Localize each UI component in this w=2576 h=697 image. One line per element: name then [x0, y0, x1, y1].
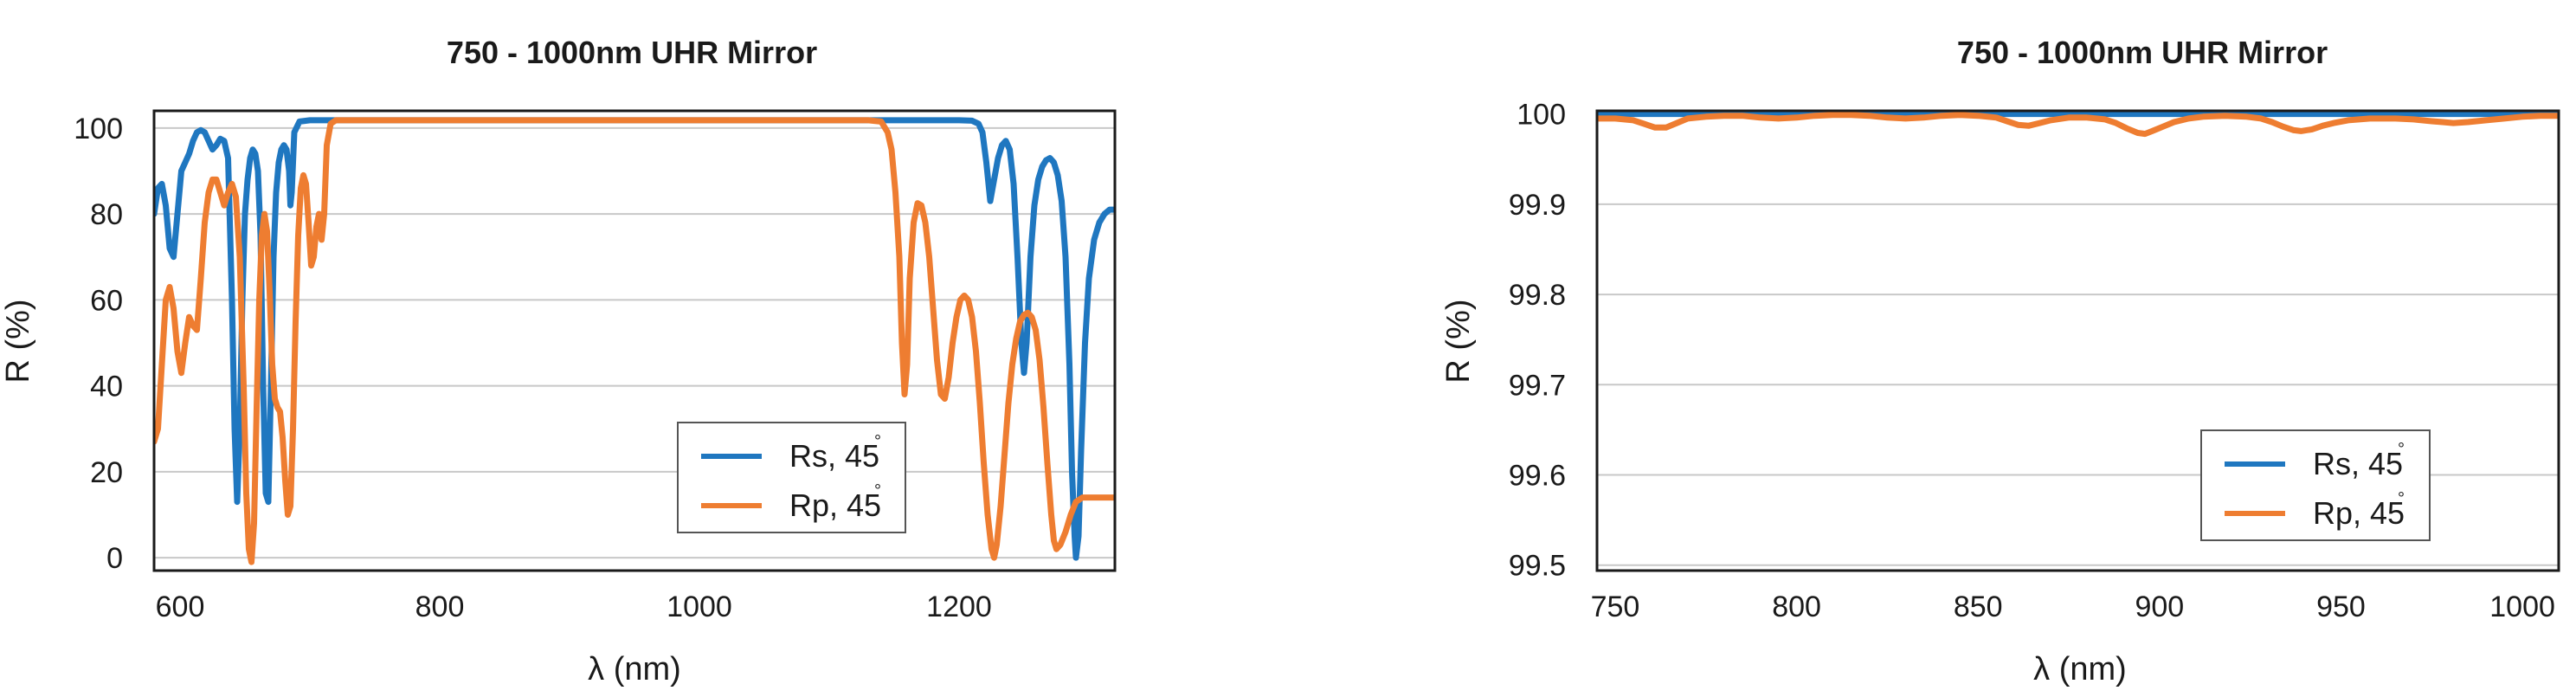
y-tick-labels: 0 20 40 60 80 100 — [74, 113, 123, 575]
y-tick-label: 60 — [90, 284, 123, 317]
x-tick-label: 800 — [1772, 591, 1821, 623]
y-tick-label: 99.8 — [1509, 279, 1566, 312]
series-line-rp — [154, 117, 1115, 565]
y-tick-label: 40 — [90, 371, 123, 403]
legend-box — [677, 422, 906, 533]
y-axis-label: R (%) — [0, 299, 36, 383]
x-tick-label: 800 — [415, 591, 465, 623]
legend: Rs, 45 ° Rp, 45 ° — [677, 422, 906, 533]
chart-title: 750 - 1000nm UHR Mirror — [1957, 35, 2328, 70]
plot-frame — [1595, 109, 2560, 572]
legend-box — [2200, 429, 2431, 541]
legend-label-rp: Rp, 45 — [2313, 495, 2405, 531]
legend-degree-rp: ° — [2398, 489, 2405, 508]
x-tick-label: 1200 — [926, 591, 992, 623]
chart-title: 750 - 1000nm UHR Mirror — [447, 35, 817, 70]
x-axis-label: λ (nm) — [588, 651, 681, 687]
y-tick-label: 20 — [90, 456, 123, 489]
x-tick-label: 900 — [2135, 591, 2184, 623]
x-tick-label: 1000 — [667, 591, 732, 623]
series-line-rp — [1597, 112, 2559, 138]
legend-label-rs: Rs, 45 — [789, 438, 879, 474]
x-tick-label: 1000 — [2489, 591, 2555, 623]
y-tick-label: 0 — [106, 542, 123, 575]
legend-label-rp: Rp, 45 — [789, 487, 881, 523]
y-tick-label: 80 — [90, 198, 123, 231]
legend-degree-rp: ° — [874, 481, 881, 500]
plot-frame — [152, 109, 1117, 572]
y-tick-labels: 99.5 99.6 99.7 99.8 99.9 100 — [1509, 99, 1566, 583]
series-line-rs — [154, 117, 1115, 561]
x-tick-label: 850 — [1954, 591, 2003, 623]
x-tick-labels: 750 800 850 900 950 1000 — [1591, 591, 2555, 623]
gridlines — [154, 126, 1115, 559]
y-tick-label: 99.7 — [1509, 369, 1566, 402]
chart-right: 750 - 1000nm UHR Mirror 99.5 99.6 99.7 99.8… — [1440, 35, 2560, 687]
x-axis-label: λ (nm) — [2033, 651, 2127, 687]
x-tick-label: 600 — [156, 591, 205, 623]
legend: Rs, 45 ° Rp, 45 ° — [2200, 429, 2431, 541]
x-tick-label: 950 — [2316, 591, 2366, 623]
x-tick-label: 750 — [1591, 591, 1640, 623]
legend-label-rs: Rs, 45 — [2313, 446, 2403, 481]
legend-degree-rs: ° — [874, 432, 881, 451]
y-tick-label: 99.5 — [1509, 550, 1566, 583]
series-lines — [1597, 111, 2559, 138]
y-tick-label: 99.6 — [1509, 460, 1566, 493]
y-tick-label: 99.9 — [1509, 189, 1566, 222]
legend-degree-rs: ° — [2398, 440, 2405, 459]
x-tick-labels: 600 800 1000 1200 — [156, 591, 992, 623]
series-lines — [154, 117, 1115, 565]
y-tick-label: 100 — [1517, 99, 1566, 132]
chart-left: 750 - 1000nm UHR Mirror 0 20 40 60 80 100 600… — [0, 35, 1117, 687]
y-axis-label: R (%) — [1440, 299, 1477, 383]
y-tick-label: 100 — [74, 113, 123, 145]
